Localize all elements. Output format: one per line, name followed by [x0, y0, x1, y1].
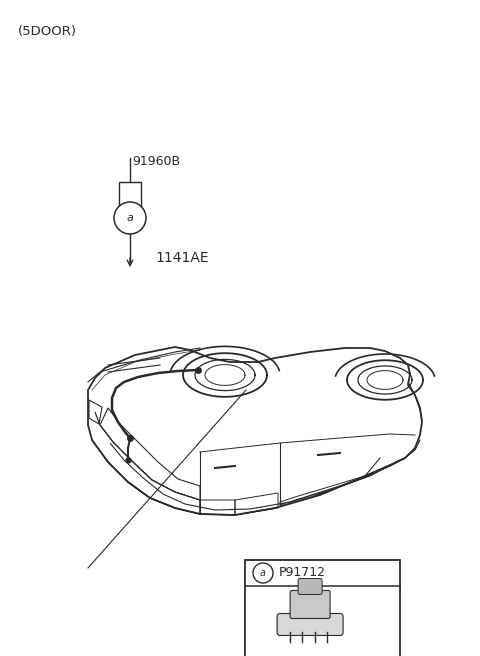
Text: 91960B: 91960B	[132, 155, 180, 168]
FancyBboxPatch shape	[298, 579, 322, 594]
Circle shape	[253, 563, 273, 583]
Text: a: a	[127, 213, 133, 223]
FancyBboxPatch shape	[277, 613, 343, 636]
FancyBboxPatch shape	[290, 590, 330, 619]
Circle shape	[114, 202, 146, 234]
Bar	[245, 560, 400, 656]
Text: 1141AE: 1141AE	[155, 251, 209, 265]
Text: a: a	[260, 568, 266, 578]
Text: P91712: P91712	[279, 567, 326, 579]
Text: (5DOOR): (5DOOR)	[18, 26, 77, 39]
Bar	[119, 182, 141, 210]
